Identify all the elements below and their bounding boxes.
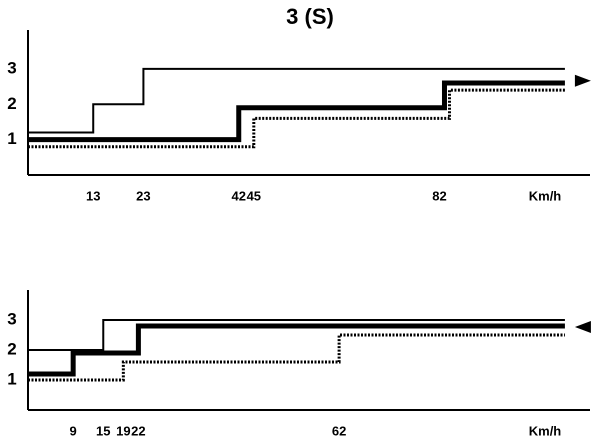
y-tick-label: 2	[7, 94, 16, 113]
step-line	[28, 67, 565, 134]
x-tick-label: 23	[136, 188, 150, 203]
y-tick-label: 1	[7, 129, 16, 148]
y-tick-label: 2	[7, 339, 16, 358]
x-tick-label: 19	[116, 423, 130, 438]
x-tick-label: 13	[86, 188, 100, 203]
step-line	[28, 88, 565, 149]
arrow	[574, 321, 591, 333]
x-tick-label: 15	[96, 423, 110, 438]
y-tick-label: 3	[7, 58, 16, 77]
step-line	[28, 323, 565, 377]
chart-title: 3 (S)	[286, 4, 334, 29]
x-tick-label: 82	[432, 188, 446, 203]
y-tick-label: 1	[7, 369, 16, 388]
step-line	[28, 333, 565, 382]
step-line	[28, 319, 565, 351]
x-tick-label: 9	[70, 423, 77, 438]
arrow	[574, 74, 591, 87]
step-line	[28, 80, 565, 143]
x-tick-label: 62	[332, 423, 346, 438]
x-tick-label: 42	[232, 188, 246, 203]
x-axis-label: Km/h	[529, 188, 562, 203]
x-axis-label: Km/h	[529, 423, 562, 438]
x-tick-label: 45	[247, 188, 261, 203]
y-tick-label: 3	[7, 309, 16, 328]
x-tick-label: 22	[131, 423, 145, 438]
